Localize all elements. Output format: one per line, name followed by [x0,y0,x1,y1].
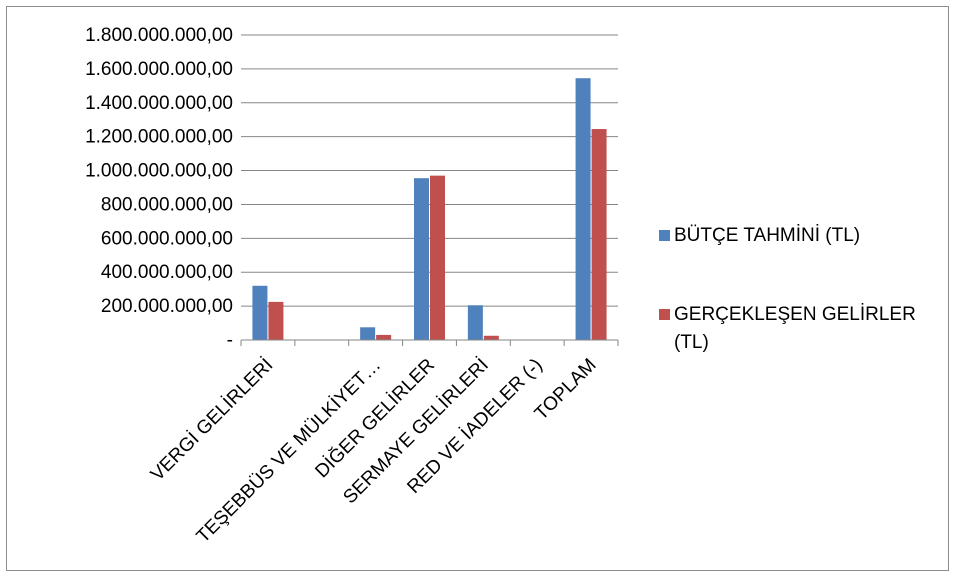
x-axis [240,339,619,346]
bar-series-2 [591,129,607,340]
y-tick-label: 600.000.000,00 [101,228,233,249]
y-tick-label: 1.800.000.000,00 [85,25,233,46]
bar-series-1 [360,327,376,340]
y-tick-label: 1.400.000.000,00 [85,93,233,114]
x-category-label: VERGİ GELİRLERİ [147,355,278,486]
legend: BÜTÇE TAHMİNİ (TL) GERÇEKLEŞEN GELİRLER (T… [659,225,916,353]
gridlines [241,34,618,307]
legend-swatch [659,309,670,320]
bar-series-1 [575,78,591,340]
legend-swatch [659,230,670,241]
bar-series-2 [376,334,392,340]
y-tick-label: 800.000.000,00 [101,194,233,215]
legend-label: BÜTÇE TAHMİNİ (TL) [674,225,860,246]
y-tick-label: 1.000.000.000,00 [85,161,233,182]
y-tick-label: 400.000.000,00 [101,262,233,283]
y-tick-label: 1.200.000.000,00 [85,127,233,148]
bar-series-1 [252,285,268,340]
bars [252,78,607,340]
chart-frame: - 200.000.000,00 400.000.000,00 600.000.000… [6,6,949,571]
bar-series-2 [430,175,445,340]
y-tick-label: 200.000.000,00 [101,296,233,317]
bar-series-1 [467,305,483,340]
y-tick-label: - [227,330,233,351]
bar-series-2 [483,335,499,340]
y-axis-ticks: - 200.000.000,00 400.000.000,00 600.000.000… [85,25,233,351]
bar-series-1 [414,178,429,340]
bar-chart: - 200.000.000,00 400.000.000,00 600.000.000… [85,25,916,547]
y-tick-label: 1.600.000.000,00 [85,59,233,80]
legend-label: GERÇEKLEŞEN GELİRLER (TL) [674,304,916,353]
bar-series-2 [268,301,284,340]
